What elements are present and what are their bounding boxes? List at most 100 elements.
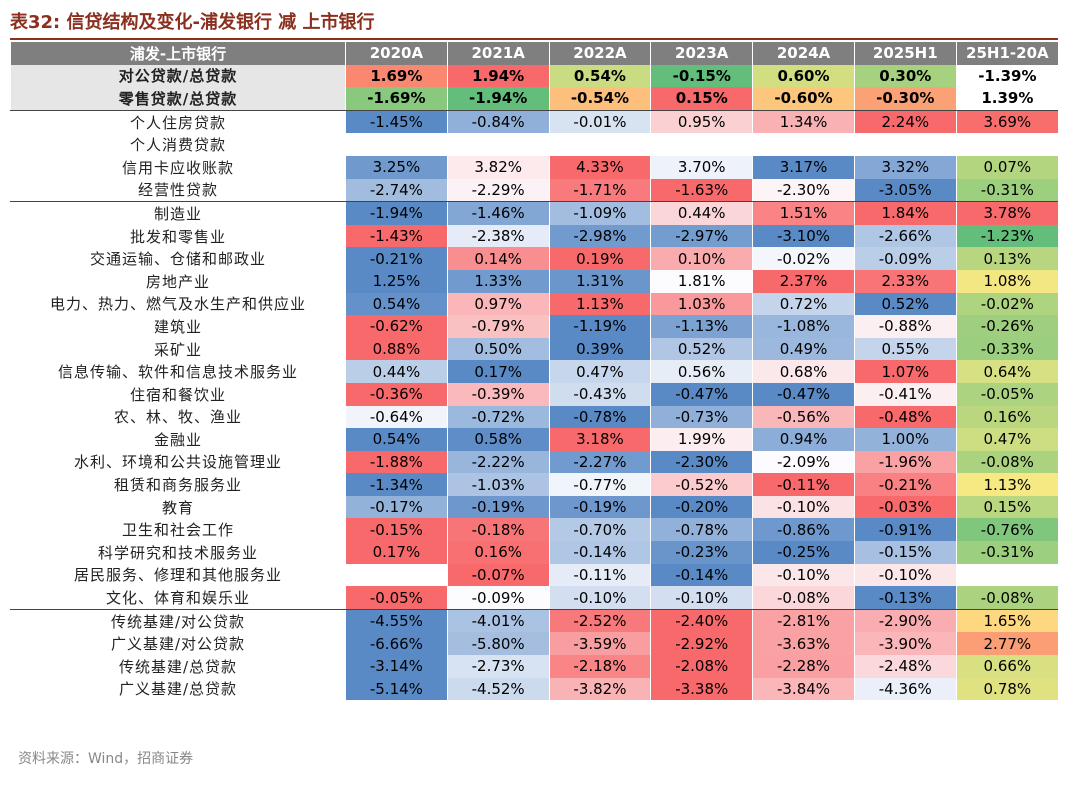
value-cell: -4.52% [446,677,550,701]
value-cell: -0.15% [345,518,448,542]
value-cell: -0.77% [548,473,651,496]
value-cell: 1.34% [752,110,855,134]
value-cell: 1.31% [548,269,651,293]
value-cell: -3.38% [650,677,753,701]
row-label: 卫生和社会工作 [10,518,346,542]
value-cell: 0.17% [345,541,448,564]
value-cell: 1.99% [650,428,753,451]
table-wrap: 浦发-上市银行 2020A 2021A 2022A 2023A 2024A 2025H1 25… [10,42,1058,701]
value-cell: -3.63% [752,632,855,656]
value-cell: 2.77% [955,632,1058,656]
value-cell: -0.03% [853,495,957,519]
value-cell: -0.14% [650,563,753,587]
value-cell: -2.30% [752,178,855,203]
value-cell: -0.18% [446,518,550,542]
table-row: 个人住房贷款 -1.45% -0.84% -0.01% 0.95% 1.34% 2.24% 3… [10,110,1058,134]
value-cell: -0.73% [650,405,753,429]
table-row: 对公贷款/总贷款 1.69% 1.94% 0.54% -0.15% 0.60% 0.30% -… [10,64,1058,88]
value-cell: 0.88% [345,337,448,361]
value-cell: 1.94% [446,64,550,88]
value-cell: -1.13% [650,315,753,338]
value-cell: -0.09% [853,247,957,270]
value-cell: 1.65% [955,609,1058,633]
table-row: 零售贷款/总贷款 -1.69% -1.94% -0.54% 0.15% -0.60% -0.… [10,87,1058,111]
table-row: 租赁和商务服务业 -1.34% -1.03% -0.77% -0.52% -0.11% -0… [10,473,1058,496]
value-cell: -3.05% [853,178,957,203]
value-cell: -2.90% [853,609,957,633]
header-cell: 浦发-上市银行 [10,42,346,65]
value-cell: -2.22% [446,450,550,474]
table-row: 传统基建/总贷款 -3.14% -2.73% -2.18% -2.08% -2.28% -2… [10,655,1058,678]
value-cell: 0.68% [752,360,855,383]
value-cell: -0.21% [853,473,957,496]
row-label: 信息传输、软件和信息技术服务业 [10,360,346,383]
value-cell: -3.84% [752,677,855,701]
value-cell: -0.05% [955,382,1058,406]
value-cell: 0.97% [446,292,550,316]
value-cell: -0.10% [548,586,651,610]
table-row: 房地产业 1.25% 1.33% 1.31% 1.81% 2.37% 2.33% 1.08% [10,269,1058,293]
table-body: 对公贷款/总贷款 1.69% 1.94% 0.54% -0.15% 0.60% 0.30% -… [10,64,1058,701]
value-cell: 3.25% [345,155,448,179]
value-cell: -1.23% [955,224,1058,248]
value-cell: -2.97% [650,224,753,248]
table-row: 卫生和社会工作 -0.15% -0.18% -0.70% -0.78% -0.86% -0.… [10,518,1058,542]
row-label: 居民服务、修理和其他服务业 [10,563,346,587]
table-row: 电力、热力、燃气及水生产和供应业 0.54% 0.97% 1.13% 1.03% 0.72… [10,292,1058,316]
value-cell: -1.39% [955,64,1058,88]
value-cell: -0.13% [853,586,957,610]
value-cell: -0.11% [752,473,855,496]
row-label: 广义基建/对公贷款 [10,632,346,656]
value-cell: -3.90% [853,632,957,656]
value-cell: -0.07% [446,563,550,587]
value-cell: -1.45% [345,110,448,134]
value-cell: -0.84% [446,110,550,134]
source: 资料来源：Wind，招商证券 [18,751,194,767]
value-cell: -0.48% [853,405,957,429]
value-cell: -2.30% [650,450,753,474]
value-cell: -0.39% [446,382,550,406]
value-cell: -0.54% [548,87,651,111]
row-label: 房地产业 [10,269,346,293]
value-cell: 0.47% [548,360,651,383]
value-cell: 3.82% [446,155,550,179]
value-cell: 1.84% [853,201,957,225]
row-label: 零售贷款/总贷款 [10,87,346,111]
value-cell: -0.19% [446,495,550,519]
header-cell: 2021A [446,42,550,65]
value-cell: -0.08% [752,586,855,610]
divider [10,38,1058,40]
value-cell: -0.91% [853,518,957,542]
value-cell: 0.58% [446,428,550,451]
table-row: 广义基建/总贷款 -5.14% -4.52% -3.82% -3.38% -3.84% -4… [10,677,1058,701]
value-cell: 3.17% [752,155,855,179]
value-cell: 3.32% [853,155,957,179]
value-cell: -3.59% [548,632,651,656]
row-label: 文化、体育和娱乐业 [10,586,346,610]
value-cell: -5.80% [446,632,550,656]
value-cell: 0.95% [650,110,753,134]
value-cell: 1.03% [650,292,753,316]
row-label: 个人消费贷款 [10,133,346,156]
value-cell: -0.64% [345,405,448,429]
table-row: 批发和零售业 -1.43% -2.38% -2.98% -2.97% -3.10% -2.6… [10,224,1058,248]
value-cell: -2.66% [853,224,957,248]
row-label: 交通运输、仓储和邮政业 [10,247,346,270]
row-label: 传统基建/总贷款 [10,655,346,678]
value-cell: -2.48% [853,655,957,678]
table-row: 居民服务、修理和其他服务业 -0.07% -0.11% -0.14% -0.10% -0.… [10,563,1058,587]
value-cell [345,563,448,587]
value-cell: 0.66% [955,655,1058,678]
value-cell: 2.24% [853,110,957,134]
value-cell [752,133,855,156]
value-cell [650,133,753,156]
row-label: 制造业 [10,201,346,225]
value-cell: 1.13% [548,292,651,316]
value-cell: -0.10% [650,586,753,610]
value-cell: 0.54% [345,428,448,451]
value-cell: -0.47% [650,382,753,406]
value-cell: -0.14% [548,541,651,564]
value-cell: -2.98% [548,224,651,248]
value-cell: -0.78% [650,518,753,542]
value-cell: 4.33% [548,155,651,179]
